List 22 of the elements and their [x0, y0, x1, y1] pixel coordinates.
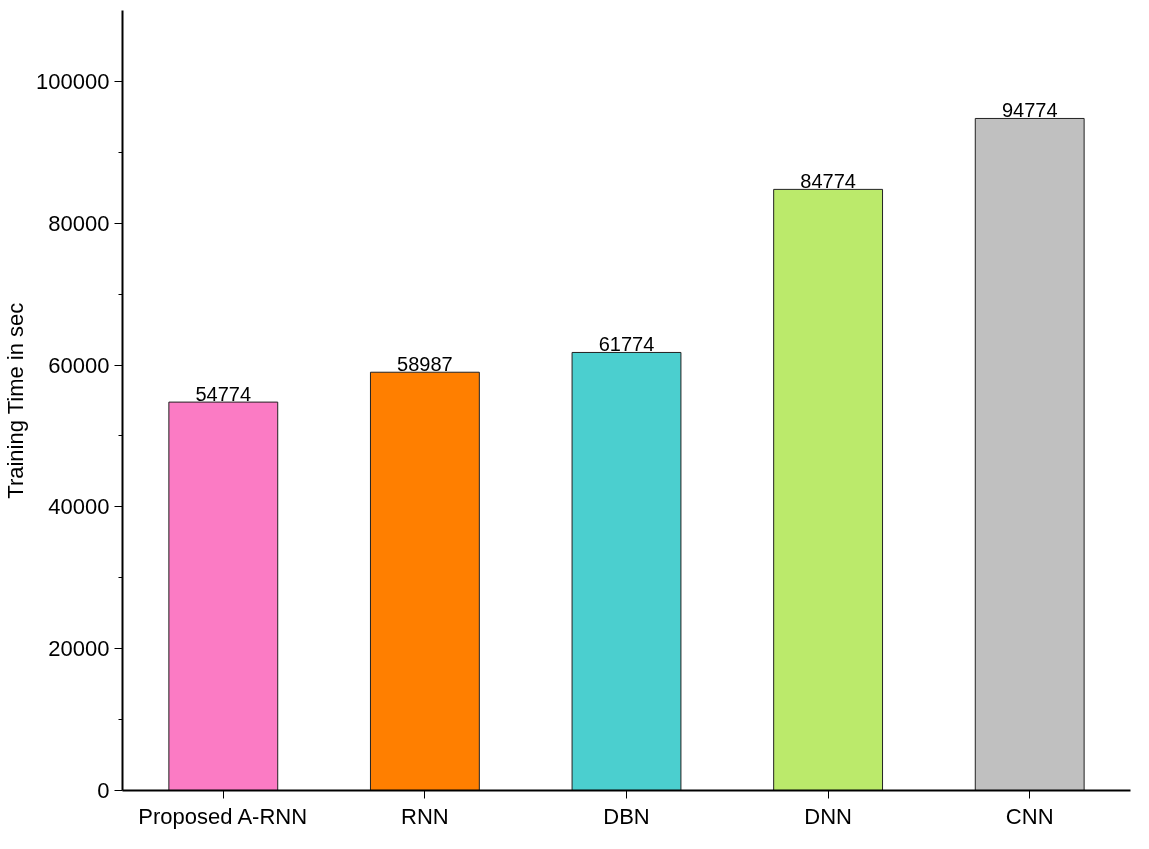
y-tick-label: 0: [97, 778, 110, 803]
x-tick-label: DBN: [603, 803, 650, 829]
x-tick-label: RNN: [401, 803, 449, 829]
bar: [974, 117, 1085, 791]
x-tick-label: Proposed A-RNN: [138, 803, 308, 829]
bar: [571, 351, 682, 791]
data-label: 58987: [397, 353, 453, 376]
y-tick-label: 20000: [48, 636, 110, 662]
y-axis-title: Training Time in sec: [3, 302, 29, 499]
data-label: 94774: [1001, 99, 1058, 122]
data-label: 54774: [195, 383, 252, 406]
data-label: 61774: [598, 333, 655, 356]
y-tick-label: 60000: [48, 352, 110, 378]
x-tick-label: DNN: [804, 803, 852, 829]
bar: [369, 371, 480, 791]
bar: [168, 401, 279, 791]
y-tick-label: 80000: [48, 210, 110, 236]
y-tick-label: 100000: [36, 68, 110, 94]
y-tick-label: 40000: [48, 494, 110, 520]
bar: [773, 188, 884, 791]
data-label: 84774: [800, 170, 856, 193]
x-tick-label: CNN: [1005, 803, 1054, 829]
